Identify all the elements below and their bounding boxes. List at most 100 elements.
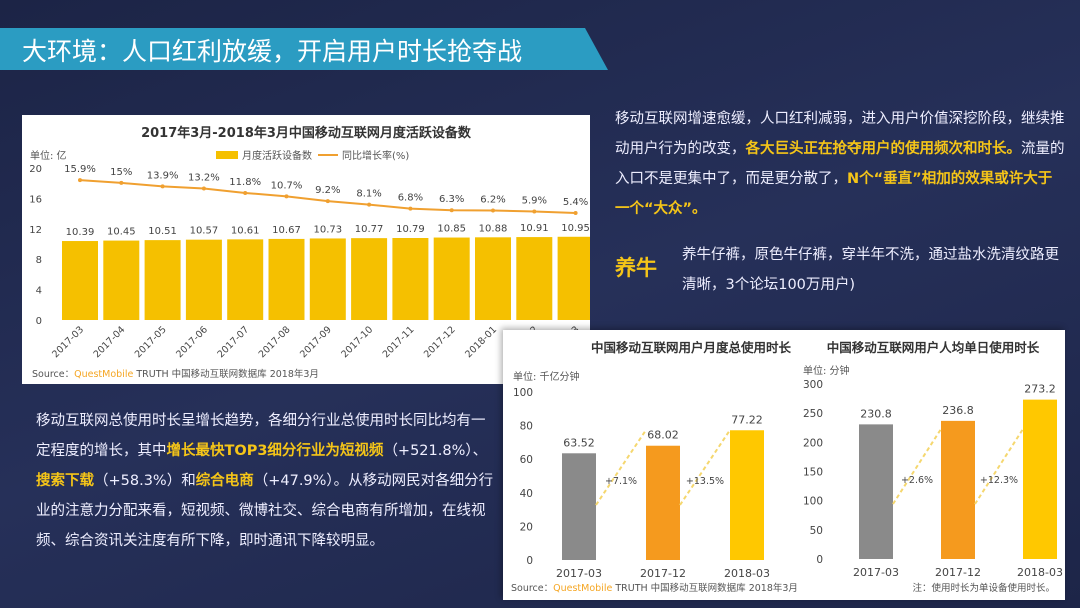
legend-bar-label: 月度活跃设备数 — [242, 149, 312, 162]
y-tick-label: 80 — [520, 421, 533, 433]
text-plain: 移动互联网增速愈缓，人口红利减弱，进入用户价值深挖阶段，继续推动用户行为的改变， — [615, 111, 1065, 157]
chart-title: 2017年3月-2018年3月中国移动互联网月度活跃设备数 — [141, 125, 472, 141]
x-tick-label: 2017-09 — [298, 324, 334, 360]
y-tick-label: 0 — [36, 316, 42, 327]
bar-value-label: 10.73 — [313, 224, 342, 235]
text-plain: 流量的入口不是更集中了，而是更分散了， — [615, 141, 1065, 187]
growth-label: 5.9% — [522, 195, 547, 206]
y-tick-label: 20 — [520, 521, 533, 533]
text-highlight: N个“垂直”相加的效果或许大于一个“大众”。 — [615, 171, 1053, 217]
growth-point — [119, 180, 124, 185]
bar — [144, 240, 181, 320]
bar — [309, 238, 346, 320]
growth-label: 9.2% — [315, 185, 340, 196]
y-tick-label: 20 — [29, 164, 42, 175]
growth-point — [78, 178, 82, 183]
y-tick-label: 100 — [513, 387, 533, 399]
growth-point — [491, 208, 495, 213]
growth-label: +7.1% — [605, 476, 637, 487]
bottom-paragraph: 移动互联网总使用时长呈增长趋势，各细分行业总使用时长同比均有一定程度的增长，其中… — [36, 406, 498, 556]
chart-monthly-active-devices: 2017年3月-2018年3月中国移动互联网月度活跃设备数单位: 亿 月度活跃设备… — [22, 115, 594, 384]
y-tick-label: 8 — [36, 255, 42, 266]
page-title: 大环境：人口红利放缓，开启用户时长抢夺战 — [22, 37, 523, 66]
bar-value-label: 10.85 — [437, 224, 466, 235]
source-part: TRUTH 中国移动互联网数据库 2018年3月 — [612, 582, 798, 594]
growth-point — [160, 184, 165, 189]
bar-value-label: 10.39 — [66, 227, 95, 238]
x-tick-label: 2017-03 — [50, 324, 86, 360]
bar-value-label: 10.61 — [231, 225, 260, 236]
growth-point — [201, 186, 206, 191]
growth-label: 13.9% — [147, 170, 179, 181]
y-tick-label: 40 — [520, 488, 533, 500]
text-plain: （+47.9%）。从移动网民对各细分行业的注意力分配来看，短视频、微博社交、综合… — [36, 473, 494, 549]
y-tick-label: 100 — [803, 496, 823, 508]
source-part: TRUTH 中国移动互联网数据库 2018年3月 — [133, 368, 319, 380]
bar — [227, 239, 264, 320]
y-tick-label: 0 — [816, 554, 823, 566]
growth-point — [408, 206, 413, 211]
source-part: QuestMobile — [553, 583, 612, 594]
bar — [859, 424, 893, 559]
text-plain: （+58.3%）和 — [94, 473, 196, 489]
x-tick-label: 2017-05 — [133, 324, 169, 360]
growth-label: 6.2% — [480, 195, 505, 206]
bar — [475, 237, 511, 320]
bar-value-label: 10.79 — [396, 224, 425, 235]
y-tick-label: 4 — [36, 286, 42, 297]
bar-value-label: 10.51 — [148, 226, 177, 237]
growth-label: 15% — [110, 167, 132, 178]
growth-label: 8.1% — [356, 189, 381, 200]
x-tick-label: 2017-08 — [257, 324, 293, 360]
x-tick-label: 2017-10 — [339, 324, 375, 360]
growth-label: 10.7% — [271, 180, 303, 191]
bar-value-label: 10.77 — [355, 224, 384, 235]
bar — [351, 238, 388, 320]
y-tick-label: 60 — [520, 454, 533, 466]
text-highlight: 综合电商 — [195, 473, 254, 489]
bar-value-label: 63.52 — [563, 436, 595, 449]
y-tick-label: 16 — [29, 194, 42, 205]
bar — [516, 237, 553, 320]
bar — [557, 236, 594, 320]
x-tick-label: 2017-12 — [640, 567, 686, 580]
growth-point — [573, 211, 578, 216]
x-tick-label: 2017-04 — [92, 324, 128, 360]
text-plain: 移动互联网总使用时长呈增长趋势，各细分行业总使用时长同比均有一定程度的增长，其中 — [36, 413, 486, 459]
bar — [562, 453, 596, 560]
growth-point — [367, 202, 372, 207]
bar — [433, 237, 470, 320]
text-highlight: 搜索下载 — [36, 473, 94, 489]
bar — [268, 238, 305, 320]
growth-arrow — [595, 429, 647, 506]
bar — [62, 241, 98, 320]
y-tick-label: 150 — [803, 467, 823, 479]
x-tick-label: 2018-01 — [463, 324, 499, 360]
bar-value-label: 10.45 — [107, 227, 136, 238]
x-tick-label: 2017-11 — [381, 324, 417, 360]
x-tick-label: 2017-03 — [556, 567, 602, 580]
growth-label: 11.8% — [229, 177, 261, 188]
unit-label: 单位: 分钟 — [803, 364, 850, 377]
unit-label: 单位: 亿 — [30, 149, 67, 162]
growth-label: +13.5% — [686, 476, 724, 487]
growth-point — [325, 199, 330, 204]
growth-arrow — [679, 429, 731, 506]
text-highlight: 各大巨头正在抢夺用户的使用频次和时长。 — [745, 141, 1022, 157]
bar — [185, 239, 222, 320]
yangniu-text: 养牛仔裤，原色牛仔裤，穿半年不洗，通过盐水洗清纹路更清晰，3个论坛100万用户) — [682, 247, 1059, 293]
bar — [941, 420, 975, 559]
source-text: Source：QuestMobile TRUTH 中国移动互联网数据库 2018… — [32, 368, 319, 380]
growth-label: 6.3% — [439, 194, 464, 205]
source-part: Source： — [511, 583, 553, 594]
growth-point — [449, 208, 454, 213]
bar-value-label: 236.8 — [942, 404, 974, 417]
growth-label: +12.3% — [980, 475, 1018, 486]
growth-label: +2.6% — [901, 475, 933, 486]
growth-label: 6.8% — [398, 193, 423, 204]
bar-value-label: 273.2 — [1024, 383, 1056, 396]
bar — [1023, 399, 1057, 559]
source-text: Source：QuestMobile TRUTH 中国移动互联网数据库 2018… — [511, 582, 798, 594]
